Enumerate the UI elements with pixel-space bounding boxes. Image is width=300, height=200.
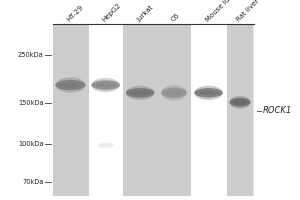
Text: HT-29: HT-29 <box>66 4 85 23</box>
Text: Mouse lung: Mouse lung <box>204 0 237 23</box>
Text: 150kDa: 150kDa <box>18 100 44 106</box>
Ellipse shape <box>230 98 250 107</box>
Ellipse shape <box>230 96 250 109</box>
Bar <box>123 24 158 196</box>
Ellipse shape <box>130 90 150 95</box>
Ellipse shape <box>194 86 223 100</box>
Text: 100kDa: 100kDa <box>18 141 44 147</box>
Text: Jurkat: Jurkat <box>136 4 155 23</box>
Ellipse shape <box>97 143 114 148</box>
Text: ROCK1: ROCK1 <box>262 106 292 115</box>
Text: HepG2: HepG2 <box>101 2 122 23</box>
Ellipse shape <box>91 80 120 90</box>
Bar <box>190 24 226 196</box>
Ellipse shape <box>199 90 218 95</box>
Ellipse shape <box>194 88 223 98</box>
Ellipse shape <box>165 90 183 95</box>
Ellipse shape <box>161 88 187 98</box>
Text: Rat liver: Rat liver <box>236 0 261 23</box>
Ellipse shape <box>233 100 248 104</box>
Bar <box>226 24 254 196</box>
Bar <box>88 24 123 196</box>
Bar <box>52 24 88 196</box>
Ellipse shape <box>56 80 86 90</box>
Bar <box>52 24 253 196</box>
Text: C6: C6 <box>170 12 181 23</box>
Bar <box>158 24 190 196</box>
Ellipse shape <box>161 85 187 101</box>
Text: 250kDa: 250kDa <box>18 52 44 58</box>
Text: 70kDa: 70kDa <box>22 179 44 185</box>
Ellipse shape <box>126 86 154 100</box>
Ellipse shape <box>126 88 154 98</box>
Ellipse shape <box>91 78 120 92</box>
Ellipse shape <box>60 82 81 88</box>
Ellipse shape <box>96 83 116 87</box>
Ellipse shape <box>56 77 86 93</box>
